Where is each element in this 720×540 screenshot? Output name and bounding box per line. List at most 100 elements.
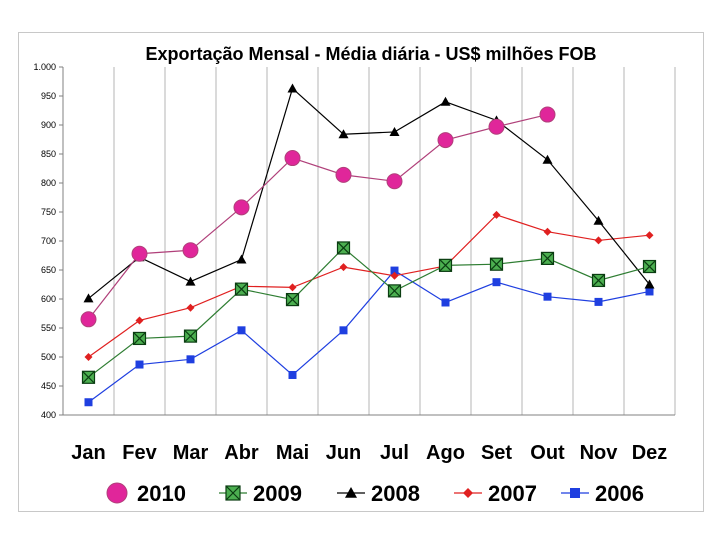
data-point-2009-Set bbox=[489, 257, 504, 271]
legend: 2010 2009 2008 2007 2006 bbox=[106, 481, 644, 506]
data-point-2010-Abr bbox=[233, 199, 250, 216]
legend-item-2008: 2008 bbox=[337, 481, 420, 506]
x-tick-label: Jan bbox=[71, 442, 105, 464]
data-point-2006-Dez bbox=[645, 287, 654, 296]
legend-marker-2008 bbox=[345, 487, 357, 498]
series-line-2010 bbox=[88, 113, 548, 320]
data-point-2007-Jan bbox=[84, 353, 93, 361]
y-tick-label: 550 bbox=[41, 323, 56, 333]
y-tick-label: 450 bbox=[41, 381, 56, 391]
x-tick-label: Ago bbox=[426, 442, 465, 464]
x-tick-label: Abr bbox=[224, 442, 259, 464]
legend-item-2006: 2006 bbox=[561, 481, 644, 506]
data-point-2006-Mar bbox=[186, 355, 195, 364]
legend-label: 2006 bbox=[595, 481, 644, 506]
data-point-2006-Abr bbox=[237, 326, 246, 335]
data-point-2010-Mar bbox=[182, 242, 199, 259]
legend-marker-2009 bbox=[225, 485, 241, 501]
legend-item-2010: 2010 bbox=[106, 481, 186, 506]
grid bbox=[62, 67, 676, 415]
data-point-2007-Mai bbox=[288, 283, 297, 292]
data-point-2008-Abr bbox=[236, 254, 247, 264]
y-tick-label: 1.000 bbox=[33, 62, 56, 72]
y-tick-label: 750 bbox=[41, 207, 56, 217]
data-point-2006-Jan bbox=[84, 398, 93, 407]
y-axis-ticks: 400 450 500 550 600 650 700 750 800 850 900 950 1.00… bbox=[33, 62, 63, 420]
legend-label: 2010 bbox=[137, 481, 186, 506]
data-point-2006-Jun bbox=[339, 326, 348, 335]
x-tick-label: Set bbox=[481, 442, 512, 464]
series-2006 bbox=[84, 266, 654, 407]
x-tick-label: Jun bbox=[326, 442, 362, 464]
data-point-2007-Nov bbox=[594, 236, 603, 245]
y-tick-label: 850 bbox=[41, 149, 56, 159]
y-tick-label: 900 bbox=[41, 120, 56, 130]
data-point-2008-Nov bbox=[593, 215, 604, 225]
x-tick-label: Mar bbox=[173, 442, 209, 464]
series-2009 bbox=[81, 241, 657, 384]
y-tick-label: 650 bbox=[41, 265, 56, 275]
series-2010 bbox=[80, 106, 556, 328]
series-line-2009 bbox=[88, 247, 650, 378]
y-tick-label: 950 bbox=[41, 91, 56, 101]
y-tick-label: 400 bbox=[41, 410, 56, 420]
data-point-2010-Jul bbox=[386, 173, 403, 190]
data-point-2008-Dez bbox=[644, 279, 655, 289]
chart-title: Exportação Mensal - Média diária - US$ m… bbox=[145, 44, 596, 64]
data-point-2008-Out bbox=[542, 154, 553, 164]
data-point-2007-Dez bbox=[645, 231, 654, 240]
data-point-2009-Mar bbox=[183, 329, 198, 343]
series-line-2006 bbox=[88, 269, 650, 403]
x-tick-label: Mai bbox=[276, 442, 309, 464]
data-point-2008-Mar bbox=[185, 276, 196, 286]
data-point-2008-Ago bbox=[440, 96, 451, 106]
data-point-2006-Set bbox=[492, 278, 501, 287]
data-point-2009-Jun bbox=[336, 241, 351, 255]
x-tick-label: Out bbox=[530, 442, 565, 464]
x-axis-ticks: Jan Fev Mar Abr Mai Jun Jul Ago Set Out Nov Dez bbox=[71, 442, 667, 464]
legend-marker-2010 bbox=[106, 482, 128, 504]
data-point-2008-Jul bbox=[389, 126, 400, 136]
x-tick-label: Nov bbox=[580, 442, 619, 464]
data-point-2010-Fev bbox=[131, 245, 148, 262]
data-point-2006-Out bbox=[543, 292, 552, 301]
y-tick-label: 700 bbox=[41, 236, 56, 246]
y-tick-label: 800 bbox=[41, 178, 56, 188]
y-tick-label: 600 bbox=[41, 294, 56, 304]
legend-item-2009: 2009 bbox=[219, 481, 302, 506]
data-point-2006-Mai bbox=[288, 370, 297, 379]
data-point-2006-Jul bbox=[390, 266, 399, 275]
chart: Exportação Mensal - Média diária - US$ m… bbox=[33, 44, 676, 506]
data-point-2007-Mar bbox=[186, 303, 195, 312]
data-point-2009-Nov bbox=[591, 273, 606, 288]
data-point-2008-Jan bbox=[83, 293, 94, 303]
legend-marker-2006 bbox=[570, 488, 580, 498]
data-point-2010-Set bbox=[488, 118, 505, 135]
legend-label: 2007 bbox=[488, 481, 537, 506]
data-point-2009-Jul bbox=[387, 284, 402, 298]
legend-item-2007: 2007 bbox=[454, 481, 537, 506]
series-line-2007 bbox=[88, 214, 650, 358]
data-point-2007-Out bbox=[543, 227, 552, 236]
legend-label: 2009 bbox=[253, 481, 302, 506]
data-point-2009-Abr bbox=[234, 282, 249, 296]
data-point-2010-Out bbox=[539, 106, 556, 123]
series-2008 bbox=[83, 83, 655, 303]
y-tick-label: 500 bbox=[41, 352, 56, 362]
x-tick-label: Jul bbox=[380, 442, 409, 464]
data-point-2006-Fev bbox=[135, 360, 144, 369]
data-point-2009-Fev bbox=[132, 331, 147, 346]
data-point-2008-Jun bbox=[338, 129, 349, 139]
data-point-2007-Set bbox=[492, 210, 501, 219]
data-point-2006-Ago bbox=[441, 298, 450, 307]
data-point-2009-Jan bbox=[81, 370, 96, 384]
data-point-2009-Ago bbox=[438, 258, 453, 272]
data-point-2007-Jun bbox=[339, 263, 348, 272]
data-point-2010-Jun bbox=[335, 166, 352, 183]
data-point-2010-Mai bbox=[284, 150, 301, 167]
data-point-2010-Ago bbox=[437, 132, 454, 149]
series-group bbox=[80, 83, 657, 407]
x-tick-label: Fev bbox=[122, 442, 157, 464]
series-line-2008 bbox=[88, 87, 650, 299]
x-tick-label: Dez bbox=[632, 442, 668, 464]
